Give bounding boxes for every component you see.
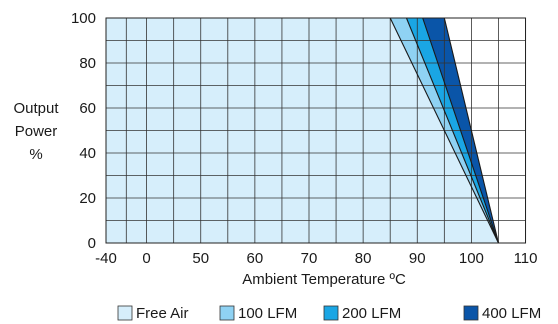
derating-edges (389, 17, 500, 244)
x-tick-label: 90 (409, 250, 426, 267)
y-tick-label: 60 (79, 100, 96, 117)
legend: Free Air 100 LFM 200 LFM 400 LFM (117, 305, 541, 322)
edge-free-air (389, 17, 499, 244)
edge-100-lfm (405, 17, 499, 244)
y-tick-label: 100 (71, 10, 96, 27)
legend-label: 200 LFM (342, 305, 401, 322)
x-tick-label: -40 (95, 250, 117, 267)
y-tick-label: 80 (79, 55, 96, 72)
y-tick-label: 0 (88, 235, 96, 252)
plot-frame (105, 17, 527, 244)
y-tick-label: 40 (79, 145, 96, 162)
legend-swatch (463, 305, 479, 321)
legend-label: Free Air (136, 305, 189, 322)
y-axis-label-line3: % (29, 146, 42, 163)
x-tick-label: 0 (142, 250, 150, 267)
y-axis-label-line2: Power (15, 123, 58, 140)
x-tick-label: 80 (355, 250, 372, 267)
legend-swatch (323, 305, 339, 321)
legend-swatch (219, 305, 235, 321)
x-axis-ticks: -40 0 50 60 70 80 90 100 110 (95, 250, 537, 267)
legend-label: 400 LFM (482, 305, 541, 322)
edge-200-lfm (422, 17, 499, 244)
x-tick-label: 100 (459, 250, 484, 267)
legend-label: 100 LFM (238, 305, 297, 322)
x-tick-label: 110 (514, 250, 538, 267)
y-axis-label-line1: Output (13, 100, 59, 117)
edge-400-lfm (443, 17, 500, 244)
legend-swatch (117, 305, 133, 321)
y-tick-label: 20 (79, 190, 96, 207)
x-axis-label: Ambient Temperature ºC (242, 271, 406, 288)
x-tick-label: 60 (247, 250, 264, 267)
y-axis-ticks: 0 20 40 60 80 100 (71, 10, 96, 252)
x-tick-label: 70 (301, 250, 318, 267)
x-tick-label: 50 (192, 250, 209, 267)
